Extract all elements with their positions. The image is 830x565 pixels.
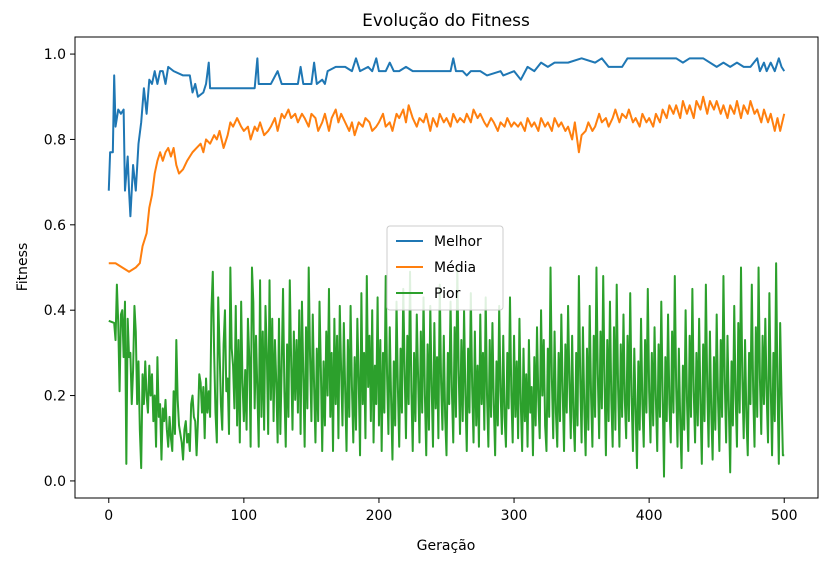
series-line-2 bbox=[108, 262, 785, 478]
y-axis-title: Fitness bbox=[15, 243, 31, 292]
y-tick-label: 0.6 bbox=[44, 218, 66, 234]
series-line-0 bbox=[107, 57, 786, 218]
y-tick-label: 0.4 bbox=[44, 303, 66, 319]
legend-box bbox=[386, 225, 504, 311]
x-tick-label: 100 bbox=[230, 508, 257, 524]
x-tick-label: 500 bbox=[771, 508, 798, 524]
y-tick-label: 0.0 bbox=[44, 474, 66, 490]
x-tick-label: 0 bbox=[104, 508, 113, 524]
y-tick-label: 1.0 bbox=[44, 47, 66, 63]
chart-title: Evolução do Fitness bbox=[362, 11, 530, 31]
x-tick-label: 300 bbox=[501, 508, 528, 524]
series-layer bbox=[107, 57, 786, 478]
plot-frame bbox=[74, 36, 819, 499]
x-axis-title: Geração bbox=[417, 538, 476, 554]
legend: Melhor Média Pior bbox=[386, 225, 504, 311]
x-axis: 0 100 200 300 400 500 bbox=[104, 498, 798, 524]
x-tick-label: 200 bbox=[366, 508, 393, 524]
y-tick-label: 0.2 bbox=[44, 389, 66, 405]
series-line-1 bbox=[108, 95, 786, 273]
legend-label-0: Melhor bbox=[434, 234, 482, 250]
x-tick-label: 400 bbox=[636, 508, 663, 524]
legend-label-2: Pior bbox=[434, 286, 461, 302]
y-axis: 0.0 0.2 0.4 0.6 0.8 1.0 bbox=[44, 47, 75, 490]
y-tick-label: 0.8 bbox=[44, 132, 66, 148]
legend-label-1: Média bbox=[434, 260, 476, 276]
